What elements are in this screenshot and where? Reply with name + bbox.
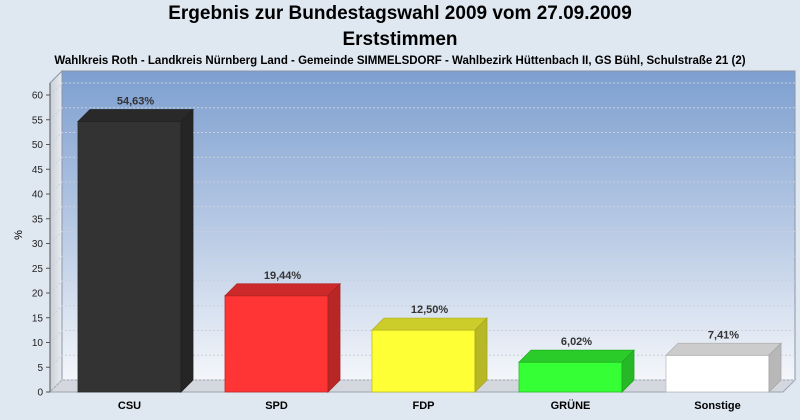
chart-subtitle: Erststimmen [342,29,458,50]
y-tick-label: 35 [32,214,44,225]
bar-csu [77,108,194,393]
labels: 54,63% CSU 19,44% SPD 12,50% FDP 6,02% GRÜNE 7,4… [117,96,741,412]
bar-sonstige [665,342,782,393]
gridline [49,330,795,343]
gridline [49,280,795,294]
bar-top-face [518,349,635,363]
y-tick-label: 25 [32,264,44,275]
bar-front-face [665,354,770,393]
gridline [49,82,795,96]
y-tick-label: 55 [32,115,44,126]
y-axis: 0 5 10 15 20 25 30 35 40 45 50 55 60% [13,83,51,399]
x-tick-label: GRÜNE [551,399,591,412]
y-tick-label: 5 [37,363,43,374]
bar-front-face [371,329,476,393]
bar-side-face [474,317,488,393]
y-tick-label: 60 [32,91,44,102]
bar-side-face [327,282,341,393]
y-tick-label: 20 [32,289,44,300]
gridline [49,132,795,145]
bars [77,108,782,393]
gridline [49,231,795,244]
y-axis-label: % [13,230,25,240]
gridline [49,305,795,319]
data-label: 54,63% [117,96,155,108]
bar-side-face [621,349,635,393]
bar-front-face [77,121,182,393]
bar-side-face [768,342,782,393]
bar-top-face [665,342,782,356]
bar-side-face [180,108,194,393]
bar-spd [224,282,341,393]
y-tick-label: 15 [32,313,44,324]
gridline [49,255,795,269]
chart-subtitle-district: Wahlkreis Roth - Landkreis Nürnberg Land… [54,55,746,67]
x-tick-label: Sonstige [694,400,740,412]
gridline [49,156,795,170]
bar-top-face [371,317,488,331]
y-tick-label: 40 [32,190,44,201]
bar-top-face [224,283,341,297]
data-label: 6,02% [561,336,592,348]
x-tick-label: SPD [265,400,288,412]
y-tick-label: 10 [32,338,44,349]
gridline [49,107,795,121]
y-tick-label: 50 [32,140,44,151]
x-tick-label: FDP [413,400,435,412]
bar-fdp [371,317,488,393]
data-label: 7,41% [708,329,739,341]
y-tick-label: 0 [37,388,43,399]
data-label: 12,50% [411,304,449,316]
bar-front-face [224,295,329,393]
gridline [49,181,795,195]
bar-front-face [518,361,623,393]
data-label: 19,44% [264,270,302,282]
y-tick-label: 45 [32,165,44,176]
gridline [49,206,795,220]
bar-top-face [77,109,194,122]
bar-grüne [518,349,635,393]
chart-title: Ergebnis zur Bundestagswahl 2009 vom 27.… [168,3,632,24]
y-tick-label: 30 [32,239,44,250]
x-tick-label: CSU [118,400,141,412]
